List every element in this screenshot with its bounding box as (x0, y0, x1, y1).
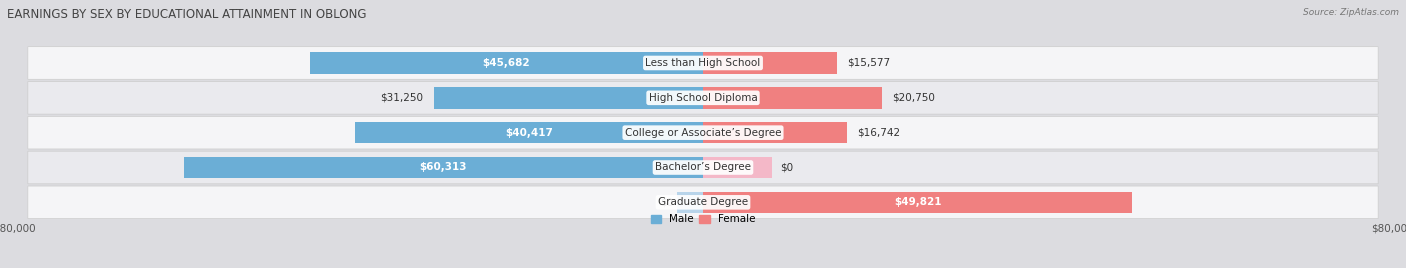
Text: $0: $0 (780, 162, 793, 173)
Text: $49,821: $49,821 (894, 197, 941, 207)
Bar (434, 87, 703, 109)
FancyBboxPatch shape (28, 116, 1378, 149)
Text: Graduate Degree: Graduate Degree (658, 197, 748, 207)
FancyBboxPatch shape (28, 81, 1378, 114)
Text: Source: ZipAtlas.com: Source: ZipAtlas.com (1303, 8, 1399, 17)
Text: $16,742: $16,742 (858, 128, 901, 138)
Legend: Male, Female: Male, Female (647, 210, 759, 229)
Bar (678, 192, 703, 213)
Text: $20,750: $20,750 (891, 93, 935, 103)
Bar (184, 157, 703, 178)
FancyBboxPatch shape (28, 186, 1378, 219)
Text: Bachelor’s Degree: Bachelor’s Degree (655, 162, 751, 173)
Text: $0: $0 (659, 197, 673, 207)
Text: $31,250: $31,250 (381, 93, 423, 103)
Text: EARNINGS BY SEX BY EDUCATIONAL ATTAINMENT IN OBLONG: EARNINGS BY SEX BY EDUCATIONAL ATTAINMEN… (7, 8, 367, 21)
Bar (354, 122, 703, 143)
Text: $45,682: $45,682 (482, 58, 530, 68)
Text: Less than High School: Less than High School (645, 58, 761, 68)
Text: $60,313: $60,313 (419, 162, 467, 173)
Bar (703, 87, 882, 109)
FancyBboxPatch shape (28, 151, 1378, 184)
Bar (703, 122, 848, 143)
Bar (309, 52, 703, 74)
Bar (703, 157, 772, 178)
FancyBboxPatch shape (28, 47, 1378, 79)
Bar (703, 192, 1132, 213)
Text: $40,417: $40,417 (505, 128, 553, 138)
Text: $15,577: $15,577 (848, 58, 890, 68)
Text: College or Associate’s Degree: College or Associate’s Degree (624, 128, 782, 138)
Bar (703, 52, 837, 74)
Text: High School Diploma: High School Diploma (648, 93, 758, 103)
